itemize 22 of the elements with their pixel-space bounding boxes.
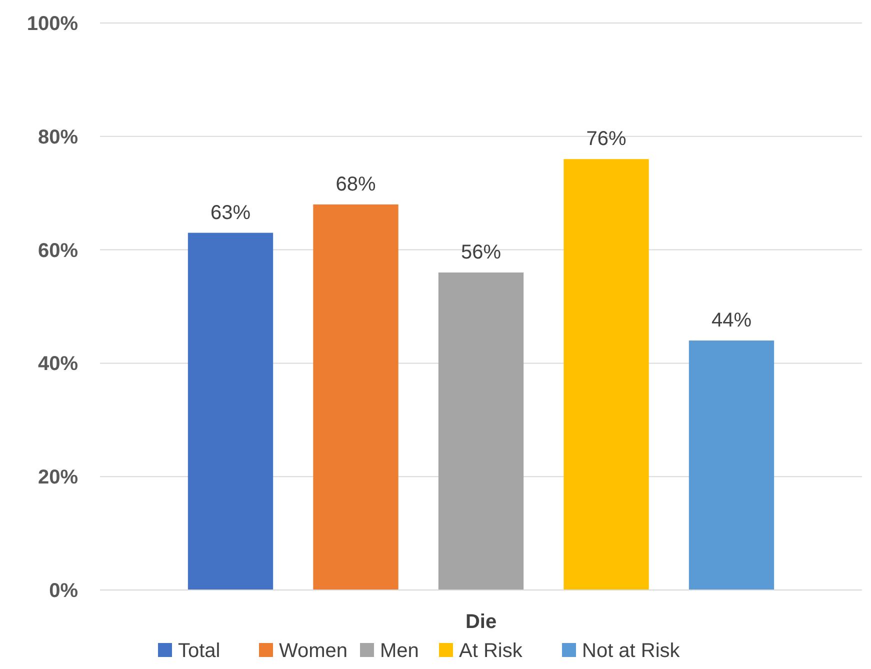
y-tick-label: 40% — [38, 353, 78, 376]
y-tick-label: 80% — [38, 126, 78, 148]
bar — [438, 272, 524, 590]
y-tick-label: 60% — [38, 240, 78, 262]
y-tick-label: 100% — [26, 13, 78, 35]
bar — [564, 159, 649, 590]
x-tick-label: Die — [465, 611, 497, 633]
data-label: 76% — [586, 128, 626, 150]
data-label: 63% — [210, 202, 251, 224]
legend-label: Not at Risk — [582, 640, 681, 662]
y-tick-label: 0% — [49, 580, 78, 602]
bar — [688, 340, 774, 590]
bar — [313, 204, 398, 590]
legend-label: Total — [178, 640, 220, 662]
bar — [188, 232, 274, 590]
y-tick-label: 20% — [38, 466, 78, 489]
legend-label: At Risk — [459, 640, 524, 662]
data-label: 68% — [336, 173, 376, 196]
legend-label: Men — [380, 640, 419, 662]
legend-label: Women — [279, 640, 348, 662]
data-label: 44% — [711, 310, 752, 332]
data-label: 56% — [460, 241, 502, 264]
